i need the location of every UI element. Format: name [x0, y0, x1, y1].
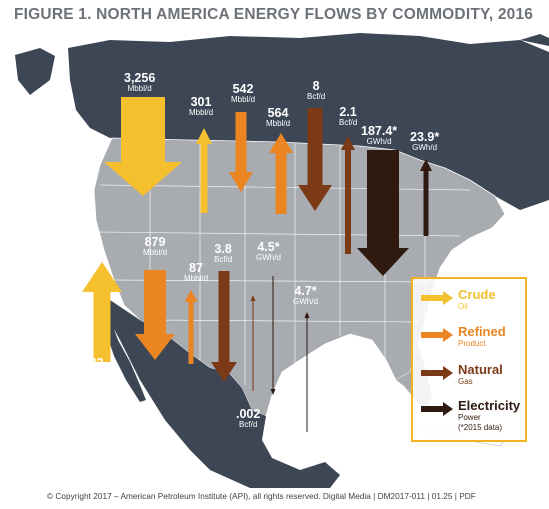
legend-item-natural-gas: Natural Gas: [413, 362, 525, 392]
label-gas-canada-us: 8 Bcf/d: [307, 79, 326, 102]
flow-arrow-gas-mexico-us: [250, 295, 256, 391]
flow-arrow-crude-mexico-us: [82, 262, 122, 362]
flow-arrow-power-us-canada: [420, 159, 432, 236]
label-crude-mexico-us: 582 Mbbl/d: [81, 356, 106, 379]
electricity-arrow-icon: [421, 402, 453, 416]
natural-gas-arrow-icon: [421, 366, 453, 380]
label-refined-us-mexico: 879 Mbbl/d: [143, 235, 168, 258]
flow-arrow-power-canada-us: [357, 150, 409, 276]
label-gas-us-canada: 2.1 Bcf/d: [339, 105, 358, 128]
flow-arrow-crude-canada-us: [104, 97, 182, 196]
flow-arrow-crude-us-canada: [196, 128, 212, 213]
flow-arrow-refined-canada-us: [229, 112, 253, 192]
copyright-footer: © Copyright 2017 – American Petroleum In…: [47, 491, 476, 501]
legend-sub-electricity: Power: [458, 413, 481, 422]
mexico-landmass: [108, 300, 340, 488]
legend-item-refined: Refined Product: [413, 324, 525, 354]
refined-arrow-icon: [421, 328, 453, 342]
label-refined-mexico-us: 87 Mbbl/d: [184, 261, 209, 284]
label-crude-us-canada: 301 Mbbl/d: [189, 95, 214, 118]
flow-arrow-gas-us-canada: [341, 136, 355, 254]
legend-note-electricity: (*2015 data): [458, 423, 503, 432]
flow-arrow-refined-mexico-us: [184, 290, 198, 364]
flow-arrow-power-mexico-us: [304, 312, 310, 432]
legend-label-refined: Refined: [458, 324, 506, 339]
label-power-us-mexico: 4.5* GWh/d: [256, 240, 281, 263]
energy-flow-map: [0, 30, 549, 488]
legend-item-electricity: Electricity Power (*2015 data): [413, 398, 525, 432]
label-crude-canada-us: 3,256 Mbbl/d: [124, 71, 156, 94]
label-power-us-canada: 23.9* GWh/d: [410, 130, 440, 153]
legend-label-electricity: Electricity: [458, 398, 521, 413]
flow-arrow-refined-us-canada: [269, 133, 293, 214]
legend-item-crude: Crude Oil: [413, 287, 525, 317]
label-power-mexico-us: 4.7* GWh/d: [293, 284, 318, 307]
flow-arrow-refined-us-mexico: [135, 270, 175, 360]
legend-label-crude: Crude: [458, 287, 496, 302]
baja-california: [106, 318, 146, 402]
legend-sub-crude: Oil: [458, 302, 468, 311]
label-gas-mexico-us: .002 Bcf/d: [236, 407, 261, 430]
flow-arrow-gas-canada-us: [298, 108, 332, 211]
label-gas-us-mexico: 3.8 Bcf/d: [214, 242, 233, 265]
label-power-canada-us: 187.4* GWh/d: [361, 124, 398, 147]
flow-arrow-power-us-mexico: [270, 276, 276, 395]
flow-arrows: [82, 97, 432, 432]
crude-arrow-icon: [421, 291, 453, 305]
legend-label-natural-gas: Natural: [458, 362, 503, 377]
label-refined-canada-us: 542 Mbbl/d: [231, 82, 256, 105]
legend: Crude Oil Refined Product Natural Gas El…: [411, 277, 527, 442]
legend-sub-natural-gas: Gas: [458, 377, 473, 386]
label-refined-us-canada: 564 Mbbl/d: [266, 106, 291, 129]
legend-sub-refined: Product: [458, 339, 486, 348]
figure-title: FIGURE 1. NORTH AMERICA ENERGY FLOWS BY …: [14, 6, 534, 23]
flow-arrow-gas-us-mexico: [211, 271, 237, 382]
